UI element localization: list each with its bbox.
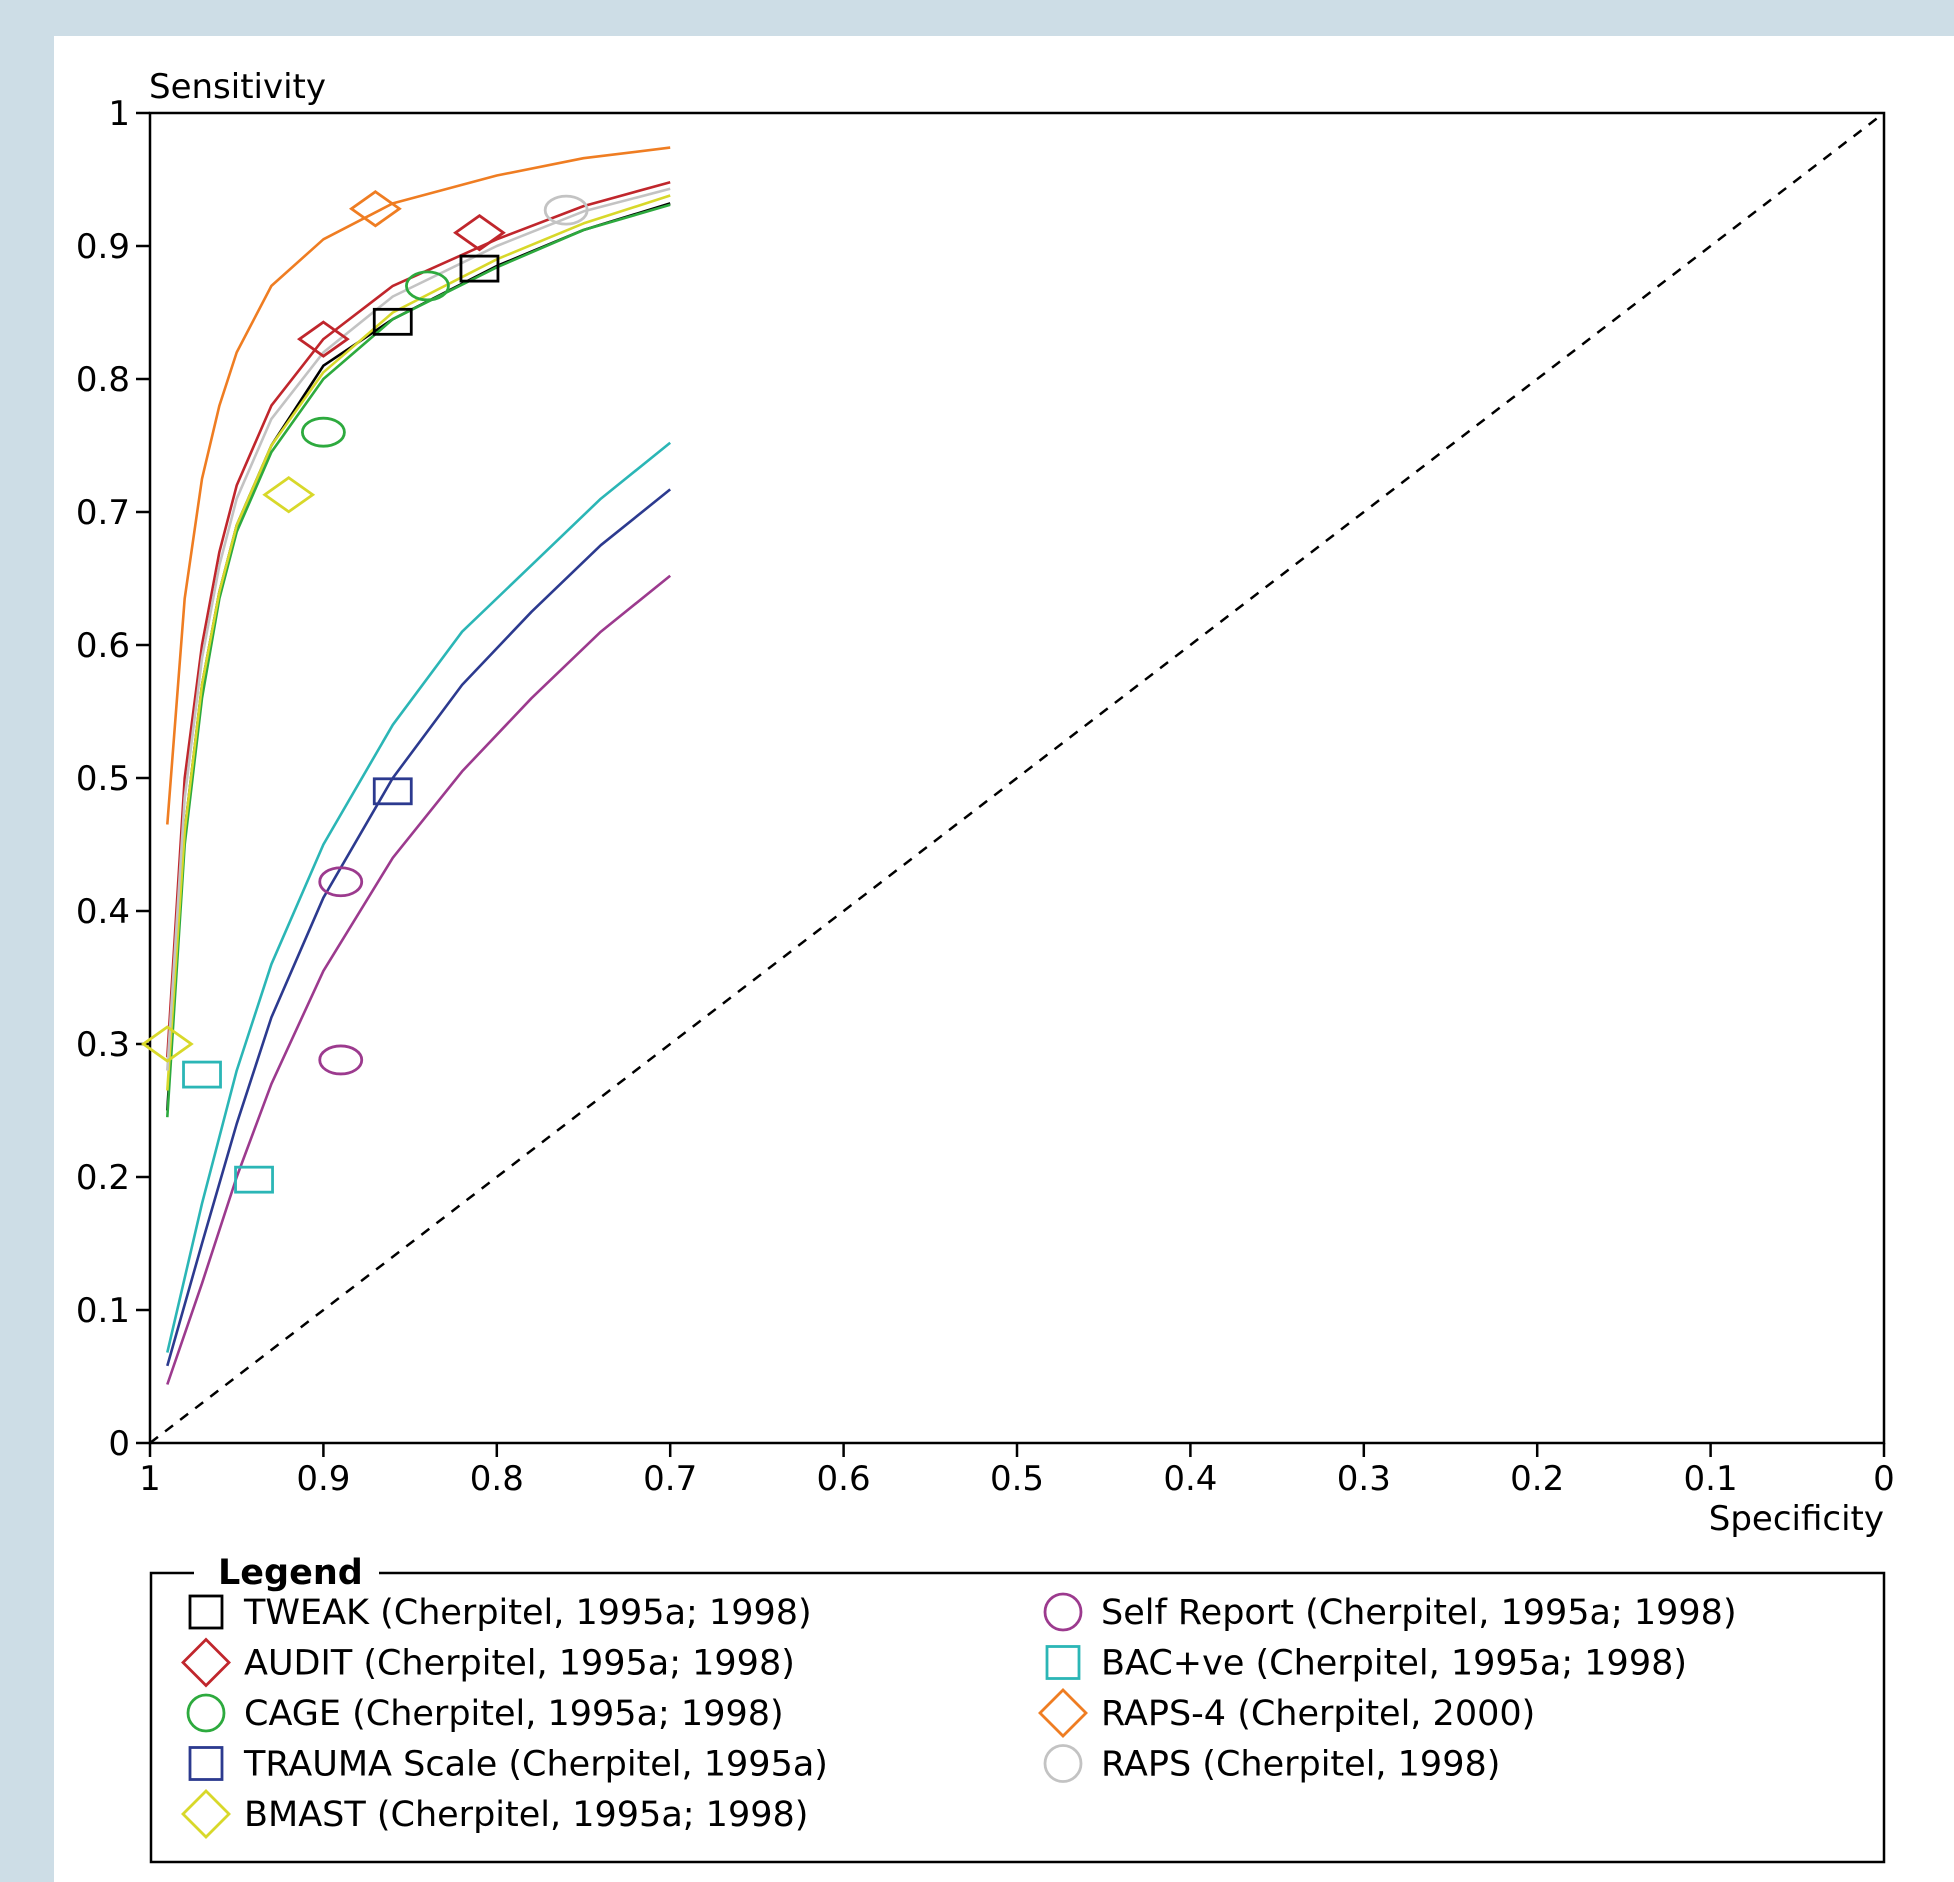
- legend-item: TWEAK (Cherpitel, 1995a; 1998): [188, 1593, 812, 1633]
- legend-label: Self Report (Cherpitel, 1995a; 1998): [1101, 1593, 1737, 1633]
- study-point: [234, 1165, 274, 1194]
- sroc-curve: [166, 203, 671, 1118]
- legend-item: RAPS-4 (Cherpitel, 2000): [1038, 1688, 1535, 1738]
- x-tick-label: 0.3: [1337, 1459, 1391, 1499]
- y-tick-label: 0.2: [76, 1158, 130, 1198]
- legend-marker: [1038, 1688, 1088, 1738]
- legend-item: RAPS (Cherpitel, 1998): [1043, 1744, 1500, 1785]
- x-tick-label: 0.8: [470, 1459, 524, 1499]
- study-point: [296, 320, 350, 358]
- legend-label: RAPS (Cherpitel, 1998): [1101, 1745, 1500, 1785]
- y-tick-label: 0.8: [76, 360, 130, 400]
- y-tick-label: 0: [108, 1424, 130, 1464]
- y-axis-title: Sensitivity: [149, 67, 326, 107]
- study-point: [182, 1060, 222, 1089]
- y-axis-title-group: Sensitivity: [149, 67, 326, 107]
- legend-label: TRAUMA Scale (Cherpitel, 1995a): [243, 1745, 828, 1785]
- study-point: [318, 1044, 364, 1076]
- chart-panel: Sensitivity Specificity 1 0.9 0.8 0.7 0.6 0.5…: [54, 36, 1954, 1882]
- legend-marker: [181, 1789, 231, 1839]
- roc-chart: Sensitivity Specificity 1 0.9 0.8 0.7 0.6 0.5…: [76, 67, 1895, 1864]
- x-axis-title: Specificity: [1709, 1499, 1884, 1539]
- chance-line: [149, 112, 1885, 1444]
- study-point: [543, 194, 589, 226]
- legend-item: BMAST (Cherpitel, 1995a; 1998): [181, 1789, 808, 1839]
- study-point: [262, 475, 316, 514]
- legend-marker: [188, 1746, 224, 1781]
- y-tick-label: 0.3: [76, 1025, 130, 1065]
- legend-item: Self Report (Cherpitel, 1995a; 1998): [1043, 1592, 1737, 1633]
- sroc-curve: [166, 146, 671, 825]
- legend-item: CAGE (Cherpitel, 1995a; 1998): [186, 1693, 784, 1734]
- legend-item: TRAUMA Scale (Cherpitel, 1995a): [188, 1745, 828, 1785]
- reference-diagonal: [149, 112, 1885, 1444]
- y-tick-label: 0.4: [76, 892, 130, 932]
- legend-label: RAPS-4 (Cherpitel, 2000): [1101, 1694, 1535, 1734]
- x-tick-label: 0: [1873, 1459, 1895, 1499]
- legend-marker: [1043, 1744, 1083, 1783]
- x-tick-label: 0.4: [1163, 1459, 1217, 1499]
- x-tick-label: 0.7: [643, 1459, 697, 1499]
- legend-label: CAGE (Cherpitel, 1995a; 1998): [244, 1694, 784, 1734]
- x-tick-label: 0.5: [990, 1459, 1044, 1499]
- x-axis-title-group: Specificity: [1709, 1499, 1884, 1539]
- study-point: [405, 270, 450, 302]
- legend-item: AUDIT (Cherpitel, 1995a; 1998): [181, 1637, 795, 1688]
- legend-items: TWEAK (Cherpitel, 1995a; 1998) AUDIT (Che…: [181, 1592, 1737, 1839]
- sroc-curve: [166, 194, 671, 1091]
- y-tick-label: 0.6: [76, 626, 130, 666]
- legend-box: [149, 1571, 1886, 1864]
- legend-title: Legend: [218, 1553, 363, 1593]
- sroc-curves: [166, 146, 672, 1385]
- study-point: [372, 777, 413, 806]
- study-point: [459, 254, 500, 283]
- legend-marker: [188, 1594, 224, 1630]
- y-tick-label: 0.1: [76, 1291, 130, 1331]
- axis-ticks: 1 0.9 0.8 0.7 0.6 0.5 0.4 0.3 0.2 0.1 0 0 0.1 0.2 0.3 0…: [76, 94, 1895, 1499]
- legend-title-backdrop: [194, 1553, 379, 1593]
- legend-marker: [1045, 1645, 1081, 1680]
- sroc-curve: [166, 574, 672, 1385]
- sroc-curve: [166, 441, 672, 1353]
- sroc-curve: [166, 180, 671, 1058]
- legend-item: BAC+ve (Cherpitel, 1995a; 1998): [1045, 1644, 1687, 1684]
- legend: Legend TWEAK (Cherpitel, 1995a; 1998) AUD…: [149, 1553, 1886, 1864]
- study-point: [318, 866, 364, 898]
- y-tick-label: 0.7: [76, 493, 130, 533]
- study-point: [140, 1025, 194, 1063]
- y-tick-label: 0.5: [76, 759, 130, 799]
- x-tick-label: 0.1: [1684, 1459, 1738, 1499]
- legend-label: BMAST (Cherpitel, 1995a; 1998): [244, 1795, 808, 1835]
- y-tick-label: 1: [108, 94, 130, 134]
- x-tick-label: 0.2: [1510, 1459, 1564, 1499]
- legend-marker: [1043, 1592, 1083, 1632]
- study-point: [453, 213, 506, 252]
- legend-marker: [181, 1637, 231, 1688]
- study-point: [372, 307, 413, 336]
- x-tick-label: 0.6: [817, 1459, 871, 1499]
- legend-label: AUDIT (Cherpitel, 1995a; 1998): [244, 1644, 795, 1684]
- legend-marker: [186, 1693, 226, 1733]
- study-point: [300, 416, 346, 448]
- sroc-curve: [166, 187, 671, 1071]
- study-points: [140, 190, 589, 1194]
- study-point: [348, 190, 402, 228]
- y-tick-label: 0.9: [76, 227, 130, 267]
- x-tick-label: 1: [139, 1459, 161, 1499]
- sroc-curve: [166, 488, 672, 1367]
- x-tick-label: 0.9: [296, 1459, 350, 1499]
- legend-label: TWEAK (Cherpitel, 1995a; 1998): [243, 1593, 812, 1633]
- legend-label: BAC+ve (Cherpitel, 1995a; 1998): [1101, 1644, 1687, 1684]
